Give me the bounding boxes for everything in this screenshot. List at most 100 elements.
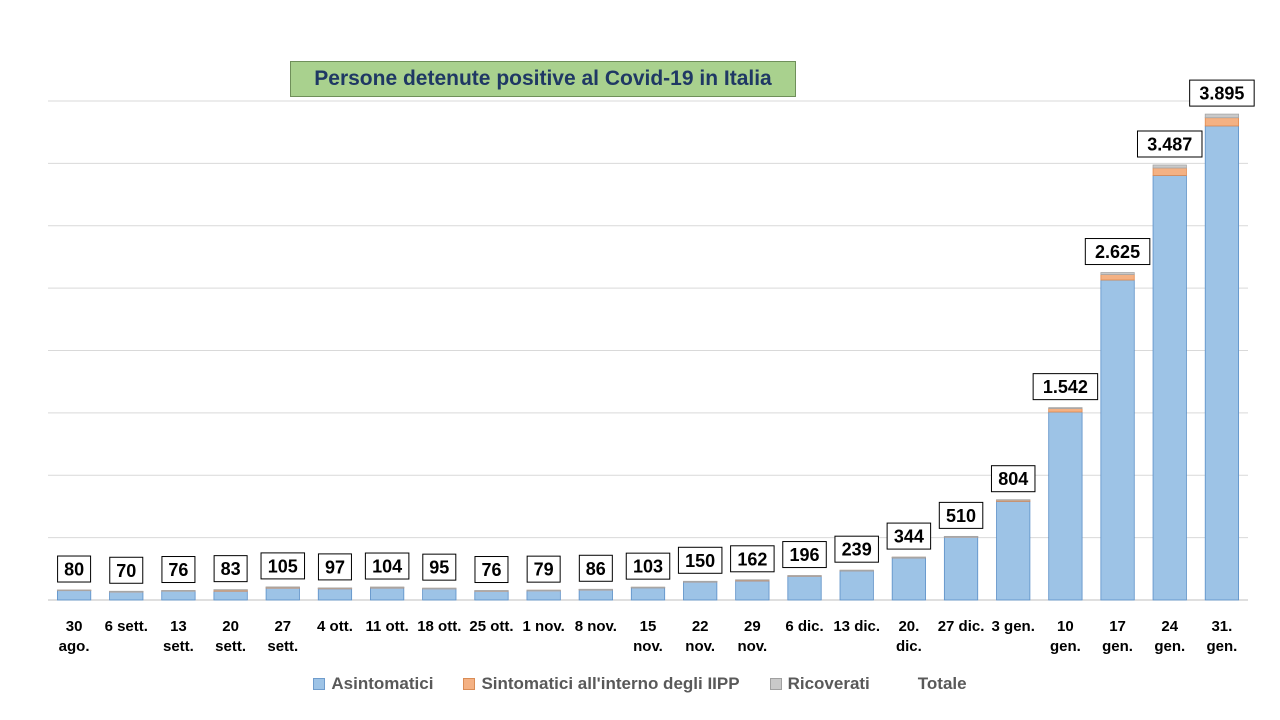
legend-swatch-asintomatici	[313, 678, 326, 690]
bar-ricoverati	[109, 590, 144, 593]
total-label: 162	[737, 549, 767, 569]
x-tick-label: 24	[1161, 618, 1178, 635]
bar-asintomatici	[265, 587, 300, 601]
x-tick-label: sett.	[267, 638, 298, 655]
legend: Asintomatici Sintomatici all'interno deg…	[0, 672, 1280, 696]
total-label-box	[526, 555, 561, 583]
total-label: 80	[64, 560, 84, 580]
bar-asintomatici	[787, 575, 822, 601]
legend-item-ricoverati: Ricoverati	[769, 674, 870, 694]
x-tick-label: 13	[170, 618, 187, 635]
legend-label-asintomatici: Asintomatici	[331, 674, 434, 693]
x-tick-label: gen.	[1102, 638, 1133, 655]
x-tick-label: 3 gen.	[992, 618, 1035, 635]
total-label: 196	[789, 545, 819, 565]
x-tick-label: gen.	[1050, 638, 1081, 655]
x-tick-label: gen.	[1206, 638, 1237, 655]
bar-asintomatici	[526, 590, 561, 601]
bar-asintomatici	[1100, 279, 1135, 601]
total-label-box	[990, 465, 1036, 493]
x-tick-label: nov.	[633, 638, 663, 655]
x-tick-label: 25 ott.	[469, 618, 513, 635]
x-tick-label: dic.	[896, 638, 922, 655]
x-tick-label: 18 ott.	[417, 618, 461, 635]
bar-sintomatici	[1048, 408, 1083, 413]
x-tick-label: 11 ott.	[365, 618, 408, 635]
gridlines	[48, 100, 1248, 601]
total-label-box	[364, 552, 410, 580]
total-label: 150	[685, 551, 715, 571]
bar-ricoverati	[161, 590, 196, 592]
bar-ricoverati	[839, 569, 874, 572]
total-label: 1.542	[1043, 377, 1088, 397]
bar-ricoverati	[630, 586, 666, 589]
bar-asintomatici	[109, 591, 144, 601]
total-label: 97	[325, 557, 345, 577]
bar-ricoverati	[943, 535, 979, 538]
x-tick-label: 20.	[898, 618, 919, 635]
total-label-box	[886, 522, 932, 550]
x-tick-label: 6 dic.	[785, 618, 823, 635]
total-label: 2.625	[1095, 242, 1140, 262]
x-tick-label: 30	[66, 618, 83, 635]
total-labels: 80 70 76 83 105 97 104 95 76 79 86 103 150 162 196 239 3…	[57, 79, 1255, 584]
total-label-box	[1084, 238, 1151, 266]
x-tick-label: 8 nov.	[575, 618, 617, 635]
total-label-box	[474, 556, 509, 584]
total-label-box	[730, 545, 775, 573]
total-label-box	[161, 556, 196, 584]
x-tick-label: 31.	[1211, 618, 1232, 635]
bar-asintomatici	[474, 590, 509, 601]
bar-asintomatici	[370, 587, 405, 601]
x-tick-label: sett.	[163, 638, 194, 655]
x-tick-label: 22	[692, 618, 709, 635]
x-tick-label: 15	[640, 618, 657, 635]
bar-asintomatici	[683, 581, 718, 601]
bar-asintomatici	[943, 536, 979, 601]
bar-asintomatici	[578, 589, 613, 601]
total-label: 79	[534, 560, 554, 580]
total-label: 105	[268, 556, 298, 576]
total-label-box	[834, 535, 879, 563]
bar-ricoverati	[578, 588, 613, 591]
bar-ricoverati	[683, 580, 718, 583]
x-tick-label: nov.	[685, 638, 715, 655]
total-label: 3.487	[1147, 134, 1192, 154]
bar-asintomatici	[891, 557, 926, 601]
total-label-box	[782, 541, 827, 569]
total-label: 103	[633, 557, 663, 577]
legend-item-totale: Totale	[918, 674, 967, 694]
total-label-box	[109, 556, 144, 584]
bar-asintomatici	[1048, 411, 1083, 601]
total-label-box	[57, 555, 92, 583]
bar-sintomatici	[1100, 274, 1135, 281]
x-tick-label: 4 ott.	[317, 618, 353, 635]
chart-title: Persone detenute positive al Covid-19 in…	[290, 61, 796, 97]
total-label-box	[578, 554, 613, 582]
bar-ricoverati	[422, 587, 457, 590]
x-tick-label: 20	[222, 618, 239, 635]
bar-ricoverati	[1204, 113, 1240, 119]
total-label: 95	[429, 558, 449, 578]
bar-sintomatici	[1204, 117, 1240, 127]
bar-ricoverati	[1100, 272, 1135, 275]
bar-asintomatici	[1204, 125, 1240, 601]
legend-item-sintomatici: Sintomatici all'interno degli IIPP	[463, 674, 740, 694]
legend-item-asintomatici: Asintomatici	[313, 674, 433, 694]
bar-ricoverati	[735, 579, 770, 581]
total-label: 3.895	[1199, 84, 1244, 104]
total-label-box	[1189, 79, 1255, 107]
total-label: 804	[998, 469, 1028, 489]
bar-sintomatici	[1152, 167, 1187, 176]
bar-asintomatici	[735, 580, 770, 601]
bar-ricoverati	[317, 587, 353, 589]
bar-asintomatici	[56, 589, 92, 601]
total-label: 83	[221, 559, 241, 579]
total-label: 510	[946, 506, 976, 526]
total-label-box	[260, 552, 306, 580]
bar-ricoverati	[56, 589, 92, 591]
x-tick-label: 27	[274, 618, 291, 635]
bar-ricoverati	[1152, 164, 1187, 169]
bar-asintomatici	[161, 590, 196, 601]
